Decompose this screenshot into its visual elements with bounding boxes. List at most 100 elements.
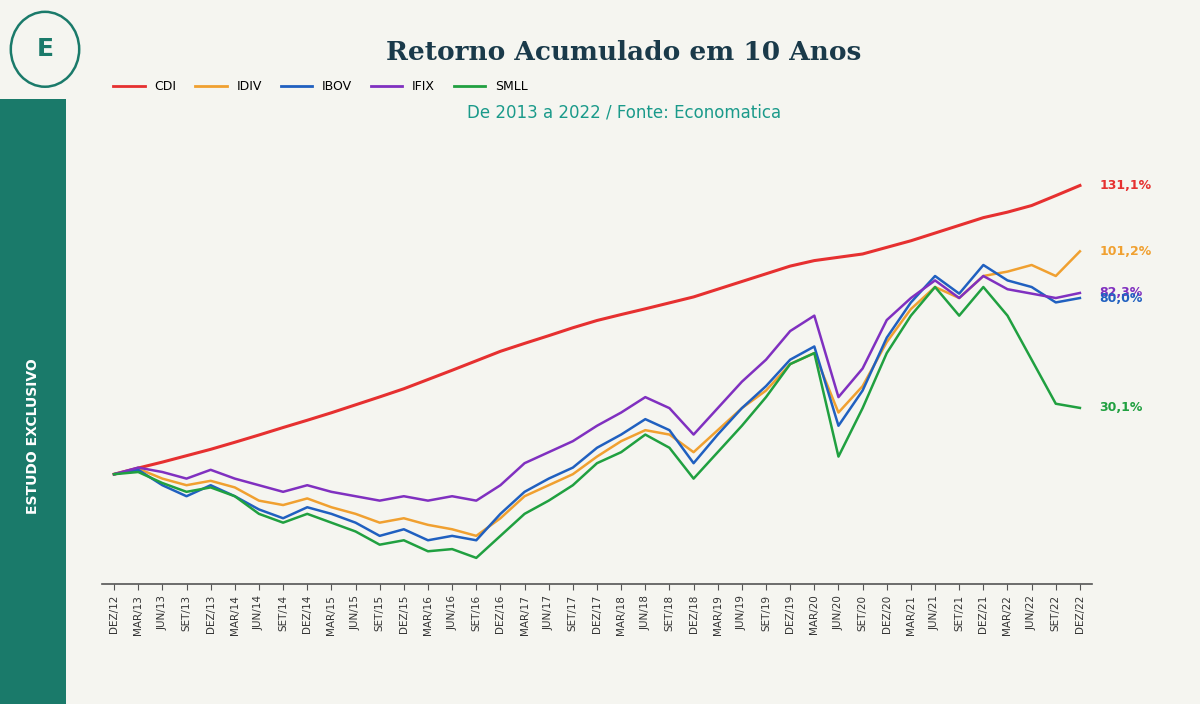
IDIV <box>614 437 629 446</box>
Line: IDIV: IDIV <box>114 251 1080 536</box>
IBOV <box>880 334 894 342</box>
IDIV <box>1049 272 1063 280</box>
IBOV <box>445 532 460 540</box>
IDIV <box>228 483 242 491</box>
IBOV <box>662 426 677 434</box>
IDIV <box>493 514 508 522</box>
IDIV <box>131 465 145 473</box>
IFIX <box>686 430 701 439</box>
CDI <box>228 438 242 446</box>
SMLL <box>1001 311 1015 320</box>
IDIV <box>252 496 266 505</box>
SMLL <box>952 311 966 320</box>
IFIX <box>228 474 242 483</box>
IBOV <box>1073 294 1087 302</box>
SMLL <box>397 536 412 544</box>
SMLL <box>590 459 605 467</box>
IDIV <box>638 426 653 434</box>
IDIV <box>445 525 460 534</box>
SMLL <box>1073 403 1087 412</box>
SMLL <box>686 474 701 483</box>
CDI <box>1025 201 1039 210</box>
Text: 82,3%: 82,3% <box>1099 287 1142 299</box>
IFIX <box>324 488 338 496</box>
SMLL <box>1049 399 1063 408</box>
IFIX <box>590 422 605 430</box>
IBOV <box>372 532 386 540</box>
CDI <box>856 250 870 258</box>
IFIX <box>1025 289 1039 298</box>
IFIX <box>976 272 990 280</box>
IBOV <box>107 470 121 479</box>
SMLL <box>880 349 894 358</box>
CDI <box>397 384 412 393</box>
CDI <box>880 243 894 251</box>
IDIV <box>782 360 797 368</box>
CDI <box>1001 208 1015 216</box>
SMLL <box>228 492 242 501</box>
IBOV <box>155 481 169 489</box>
CDI <box>155 458 169 466</box>
IDIV <box>541 481 556 489</box>
CDI <box>131 464 145 472</box>
IDIV <box>758 386 773 395</box>
IBOV <box>1049 298 1063 307</box>
Line: IBOV: IBOV <box>114 265 1080 540</box>
SMLL <box>565 481 580 489</box>
IFIX <box>758 356 773 364</box>
IBOV <box>590 444 605 452</box>
SMLL <box>493 532 508 540</box>
IBOV <box>421 536 436 544</box>
IBOV <box>469 536 484 544</box>
CDI <box>638 305 653 313</box>
SMLL <box>1025 356 1039 364</box>
CDI <box>204 445 218 453</box>
SMLL <box>614 448 629 456</box>
IBOV <box>856 386 870 395</box>
Line: IFIX: IFIX <box>114 276 1080 501</box>
Text: 80,0%: 80,0% <box>1099 291 1142 305</box>
IBOV <box>324 510 338 518</box>
SMLL <box>517 510 532 518</box>
IBOV <box>976 260 990 269</box>
IBOV <box>179 492 193 501</box>
IBOV <box>517 488 532 496</box>
SMLL <box>276 518 290 527</box>
CDI <box>493 347 508 356</box>
IBOV <box>565 463 580 472</box>
IDIV <box>832 408 846 417</box>
IDIV <box>300 494 314 503</box>
IDIV <box>179 481 193 489</box>
Text: 101,2%: 101,2% <box>1099 245 1152 258</box>
CDI <box>758 270 773 278</box>
SMLL <box>782 360 797 368</box>
CDI <box>276 423 290 432</box>
CDI <box>976 213 990 222</box>
CDI <box>662 298 677 307</box>
IFIX <box>421 496 436 505</box>
SMLL <box>904 311 918 320</box>
IFIX <box>782 327 797 335</box>
SMLL <box>179 488 193 496</box>
IFIX <box>252 481 266 489</box>
SMLL <box>131 467 145 476</box>
IBOV <box>204 481 218 489</box>
CDI <box>808 256 822 265</box>
SMLL <box>421 547 436 555</box>
IFIX <box>541 448 556 456</box>
IBOV <box>904 298 918 307</box>
IFIX <box>710 404 725 413</box>
CDI <box>590 316 605 325</box>
IFIX <box>1073 289 1087 297</box>
SMLL <box>928 283 942 291</box>
SMLL <box>832 453 846 461</box>
IDIV <box>808 349 822 358</box>
CDI <box>324 408 338 417</box>
IDIV <box>421 521 436 529</box>
SMLL <box>638 430 653 439</box>
SMLL <box>445 545 460 553</box>
IBOV <box>758 382 773 390</box>
CDI <box>179 451 193 460</box>
CDI <box>565 324 580 332</box>
IDIV <box>397 514 412 522</box>
